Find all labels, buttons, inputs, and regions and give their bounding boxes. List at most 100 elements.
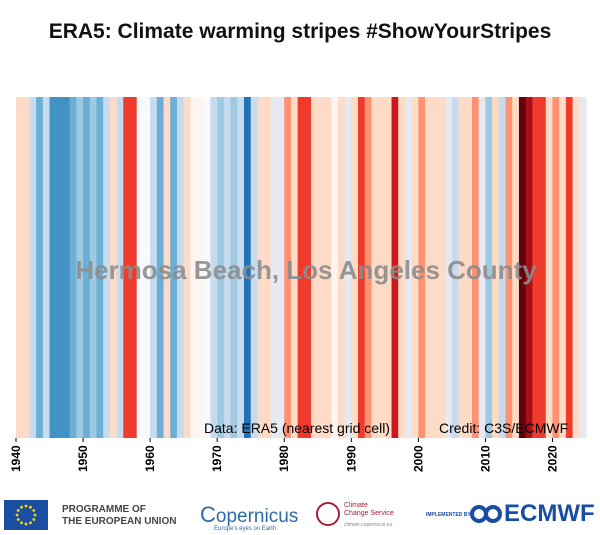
stripe-2004 <box>445 97 453 438</box>
stripe-1983 <box>304 97 312 438</box>
stripe-1958 <box>136 97 145 438</box>
stripe-1963 <box>170 97 178 438</box>
stripe-1957 <box>130 97 138 438</box>
stripe-2019 <box>545 97 554 438</box>
eu-programme-label: PROGRAMME OF THE EUROPEAN UNION <box>62 504 177 527</box>
stripe-1997 <box>398 97 406 438</box>
stripe-1981 <box>290 97 299 438</box>
stripe-2017 <box>532 97 540 438</box>
stripe-1977 <box>264 97 272 438</box>
stripe-1943 <box>36 97 44 438</box>
location-label: Hermosa Beach, Los Angeles County <box>75 255 537 285</box>
x-tick-label: 2020 <box>545 445 559 472</box>
stripe-1970 <box>217 97 225 438</box>
stripe-1991 <box>358 97 366 438</box>
stripe-1969 <box>210 97 218 438</box>
stripe-1998 <box>404 97 413 438</box>
stripe-2012 <box>498 97 507 438</box>
stripe-1951 <box>89 97 98 438</box>
copernicus-logo: Copernicus Europe's eyes on Earth <box>200 502 299 532</box>
stripe-1941 <box>22 97 31 438</box>
stripe-1944 <box>42 97 51 438</box>
stripe-1968 <box>203 97 212 438</box>
source-text: Data: ERA5 (nearest grid cell) <box>204 420 390 436</box>
stripe-1973 <box>237 97 245 438</box>
footer-logos: PROGRAMME OF THE EUROPEAN UNION Copernic… <box>0 490 600 534</box>
stripe-2013 <box>505 97 513 438</box>
stripe-1990 <box>351 97 359 438</box>
stripe-1996 <box>391 97 399 438</box>
stripe-1995 <box>384 97 393 438</box>
stripe-1965 <box>183 97 191 438</box>
stripe-2008 <box>472 97 480 438</box>
stripe-2011 <box>492 97 500 438</box>
stripe-1994 <box>378 97 386 438</box>
stripe-1956 <box>123 97 131 438</box>
x-tick-label: 1990 <box>344 445 358 472</box>
stripe-2020 <box>552 97 560 438</box>
stripe-2022 <box>565 97 574 438</box>
stripe-2014 <box>512 97 520 438</box>
stripe-1967 <box>197 97 205 438</box>
ecmwf-logo: ECMWF <box>470 500 595 531</box>
stripe-2016 <box>525 97 533 438</box>
stripe-1948 <box>69 97 77 438</box>
stripe-2015 <box>518 97 527 438</box>
stripe-1954 <box>109 97 118 438</box>
stripe-1982 <box>297 97 305 438</box>
stripe-2005 <box>451 97 460 438</box>
stripe-1953 <box>103 97 111 438</box>
stripe-2010 <box>485 97 493 438</box>
thermometer-icon <box>316 502 340 526</box>
stripe-1984 <box>311 97 319 438</box>
stripe-1993 <box>371 97 379 438</box>
stripe-2018 <box>539 97 547 438</box>
stripe-1999 <box>411 97 419 438</box>
stripe-1980 <box>284 97 292 438</box>
stripe-1942 <box>29 97 37 438</box>
x-tick-label: 1960 <box>143 445 157 472</box>
stripe-2006 <box>458 97 466 438</box>
x-tick-label: 2000 <box>411 445 425 472</box>
stripe-1955 <box>116 97 124 438</box>
stripe-1947 <box>62 97 71 438</box>
stripe-1952 <box>96 97 104 438</box>
stripe-1985 <box>317 97 326 438</box>
x-tick-label: 2010 <box>478 445 492 472</box>
x-tick-label: 1950 <box>76 445 90 472</box>
eu-flag-icon <box>4 500 48 530</box>
credit-text: Credit: C3S/ECMWF <box>439 420 568 436</box>
stripe-2000 <box>418 97 426 438</box>
stripe-2021 <box>559 97 567 438</box>
stripe-2001 <box>425 97 433 438</box>
stripe-2002 <box>431 97 440 438</box>
stripe-1959 <box>143 97 151 438</box>
stripe-2007 <box>465 97 473 438</box>
ecmwf-swirl-icon <box>470 505 502 523</box>
stripe-2023 <box>572 97 580 438</box>
implemented-by-label: IMPLEMENTED BY <box>426 512 471 518</box>
stripe-1949 <box>76 97 84 438</box>
stripe-1988 <box>337 97 346 438</box>
stripe-1971 <box>223 97 232 438</box>
stripe-1972 <box>230 97 238 438</box>
x-tick-label: 1970 <box>210 445 224 472</box>
stripe-1992 <box>364 97 373 438</box>
x-tick-label: 1980 <box>277 445 291 472</box>
stripe-1979 <box>277 97 285 438</box>
chart-title: ERA5: Climate warming stripes #ShowYourS… <box>48 20 552 43</box>
stripe-1940 <box>16 97 24 438</box>
stripe-1950 <box>83 97 91 438</box>
stripe-1987 <box>331 97 339 438</box>
x-tick-label: 1940 <box>9 445 23 472</box>
stripes-group <box>16 97 587 438</box>
stripe-1976 <box>257 97 265 438</box>
stripe-1945 <box>49 97 57 438</box>
x-axis: 1940 1950 1960 1970 1980 1990 2000 2010 2020 <box>9 438 559 472</box>
stripe-1960 <box>150 97 158 438</box>
stripe-1989 <box>344 97 352 438</box>
stripe-2024 <box>579 97 587 438</box>
stripe-1964 <box>176 97 185 438</box>
stripe-1962 <box>163 97 171 438</box>
stripe-1974 <box>244 97 252 438</box>
